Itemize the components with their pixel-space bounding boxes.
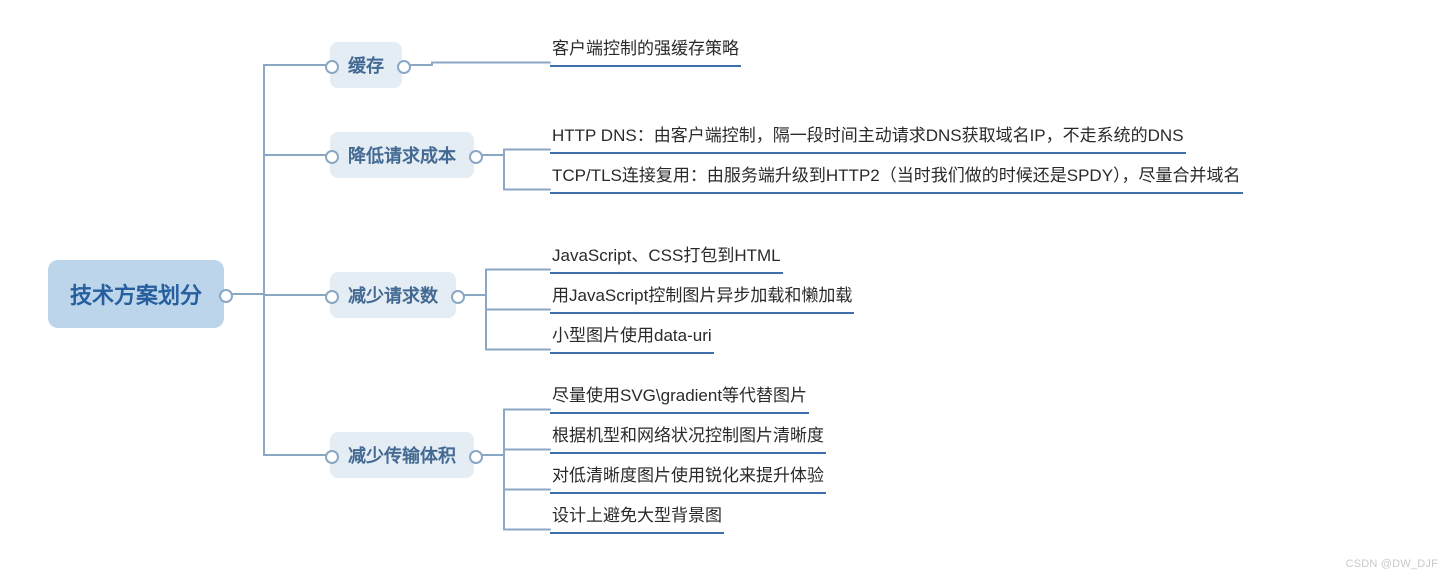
leaf-node: 设计上避免大型背景图 <box>550 497 724 534</box>
leaf-text: 客户端控制的强缓存策略 <box>552 39 739 58</box>
leaf-text: 根据机型和网络状况控制图片清晰度 <box>552 426 824 445</box>
leaf-node: 小型图片使用data-uri <box>550 317 714 354</box>
connector-dot <box>397 60 411 74</box>
leaf-text: JavaScript、CSS打包到HTML <box>552 246 781 265</box>
connector-dot <box>469 150 483 164</box>
leaf-node: 对低清晰度图片使用锐化来提升体验 <box>550 457 826 494</box>
leaf-text: HTTP DNS：由客户端控制，隔一段时间主动请求DNS获取域名IP，不走系统的… <box>552 126 1184 145</box>
branch-node-cache: 缓存 <box>330 42 402 88</box>
connector-dot <box>325 290 339 304</box>
leaf-node: 用JavaScript控制图片异步加载和懒加载 <box>550 277 854 314</box>
connector-dot <box>325 450 339 464</box>
branch-label: 降低请求成本 <box>348 146 456 166</box>
leaf-node: TCP/TLS连接复用：由服务端升级到HTTP2（当时我们做的时候还是SPDY）… <box>550 157 1243 194</box>
connector-dot <box>451 290 465 304</box>
leaf-node: 客户端控制的强缓存策略 <box>550 30 741 67</box>
root-node: 技术方案划分 <box>48 260 224 328</box>
leaf-text: TCP/TLS连接复用：由服务端升级到HTTP2（当时我们做的时候还是SPDY）… <box>552 166 1241 185</box>
connector-dot <box>325 60 339 74</box>
leaf-node: HTTP DNS：由客户端控制，隔一段时间主动请求DNS获取域名IP，不走系统的… <box>550 117 1186 154</box>
leaf-text: 用JavaScript控制图片异步加载和懒加载 <box>552 286 852 305</box>
leaf-node: 尽量使用SVG\gradient等代替图片 <box>550 377 809 414</box>
branch-node-reduce-size: 减少传输体积 <box>330 432 474 478</box>
connector-dot <box>469 450 483 464</box>
branch-node-reduce-cost: 降低请求成本 <box>330 132 474 178</box>
branch-label: 减少请求数 <box>348 286 438 306</box>
leaf-node: 根据机型和网络状况控制图片清晰度 <box>550 417 826 454</box>
leaf-node: JavaScript、CSS打包到HTML <box>550 237 783 274</box>
leaf-text: 小型图片使用data-uri <box>552 326 712 345</box>
branch-label: 减少传输体积 <box>348 446 456 466</box>
leaf-text: 尽量使用SVG\gradient等代替图片 <box>552 386 807 405</box>
connector-dot <box>325 150 339 164</box>
root-label: 技术方案划分 <box>70 283 202 308</box>
watermark-text: CSDN @DW_DJF <box>1346 558 1438 570</box>
leaf-text: 对低清晰度图片使用锐化来提升体验 <box>552 466 824 485</box>
leaf-text: 设计上避免大型背景图 <box>552 506 722 525</box>
branch-node-reduce-count: 减少请求数 <box>330 272 456 318</box>
branch-label: 缓存 <box>348 56 384 76</box>
connector-dot <box>219 289 233 303</box>
